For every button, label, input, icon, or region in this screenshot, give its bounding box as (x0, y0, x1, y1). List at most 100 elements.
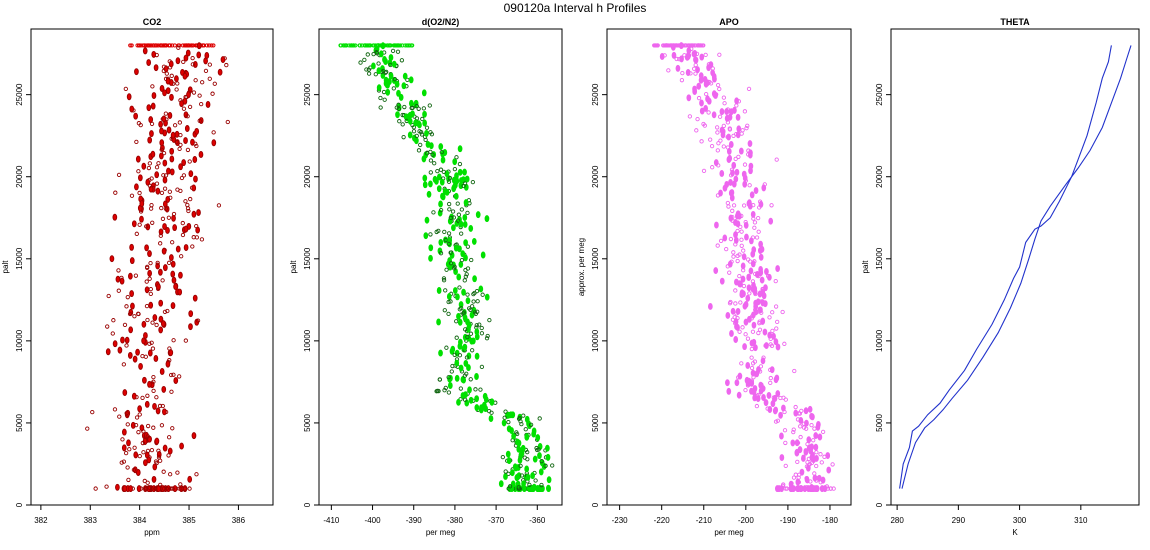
data-point (144, 400, 150, 408)
data-point (778, 411, 783, 419)
data-point (205, 101, 211, 108)
data-point (741, 253, 747, 261)
data-point (166, 126, 172, 134)
data-point (758, 253, 764, 261)
data-point (745, 294, 751, 302)
data-point (820, 476, 826, 484)
data-point (472, 310, 478, 315)
data-point (181, 106, 187, 111)
data-point (429, 132, 435, 137)
data-point (753, 307, 758, 312)
data-point (188, 310, 194, 318)
data-point (455, 218, 461, 223)
data-point (530, 472, 535, 480)
data-point (742, 109, 748, 114)
data-point (382, 97, 387, 102)
data-point (737, 274, 742, 279)
data-point (428, 170, 433, 175)
data-point (734, 97, 739, 105)
data-point (535, 447, 540, 453)
data-point (124, 304, 129, 309)
data-point (174, 87, 179, 92)
data-point (503, 473, 508, 480)
data-point (206, 43, 212, 48)
data-point (217, 68, 223, 76)
data-point (738, 147, 744, 155)
data-point (90, 409, 95, 415)
data-point (401, 82, 407, 90)
data-point (119, 277, 125, 285)
data-point (478, 285, 484, 293)
data-point (164, 486, 169, 491)
data-point (167, 346, 172, 351)
data-point (748, 267, 754, 275)
data-point (197, 118, 202, 123)
panel-title: THETA (1000, 17, 1030, 27)
data-point (167, 43, 173, 48)
data-point (733, 301, 738, 306)
data-point (484, 293, 490, 301)
data-point (187, 159, 192, 164)
data-point (679, 55, 684, 63)
data-point (472, 275, 477, 283)
data-point (129, 243, 134, 251)
data-point (831, 486, 836, 491)
data-point (383, 58, 388, 65)
data-point (175, 57, 181, 65)
data-point (161, 486, 167, 491)
data-point (792, 368, 797, 374)
data-point (759, 276, 765, 284)
data-point (814, 450, 819, 455)
data-point (172, 43, 177, 48)
data-point (443, 385, 448, 391)
data-point (761, 184, 767, 192)
data-point (462, 181, 468, 186)
data-point (471, 237, 477, 245)
data-point (400, 122, 405, 127)
data-point (183, 199, 188, 204)
data-point (782, 341, 787, 346)
data-point (734, 168, 740, 176)
data-point (392, 43, 397, 48)
data-point (190, 55, 195, 61)
plot-frame (30, 28, 274, 506)
data-point (795, 459, 800, 465)
data-point (746, 152, 751, 157)
data-point (693, 62, 698, 68)
data-point (154, 395, 159, 400)
data-point (177, 374, 182, 379)
data-point (364, 43, 369, 48)
data-point (183, 54, 189, 62)
data-point (804, 485, 810, 490)
data-point (127, 311, 133, 317)
data-point (692, 43, 698, 48)
data-point (780, 309, 785, 315)
data-point (533, 478, 538, 483)
data-point (725, 200, 730, 206)
data-point (474, 352, 480, 360)
data-point (809, 443, 815, 451)
data-point (469, 304, 475, 309)
data-point (797, 446, 803, 454)
data-point (143, 332, 148, 339)
data-point (150, 220, 155, 225)
data-point (145, 423, 151, 429)
data-point (735, 213, 740, 218)
data-point (735, 258, 740, 264)
data-point (140, 395, 145, 401)
data-point (789, 481, 794, 486)
data-point (775, 343, 781, 351)
data-point (420, 116, 425, 122)
data-point (699, 43, 704, 48)
data-point (474, 373, 479, 380)
data-point (166, 167, 171, 175)
data-point (459, 257, 465, 263)
data-point (457, 145, 463, 153)
data-point (149, 203, 154, 208)
data-point (458, 220, 464, 228)
data-point (507, 484, 513, 489)
data-point (140, 354, 145, 359)
data-point (373, 72, 378, 77)
data-point (708, 302, 713, 310)
